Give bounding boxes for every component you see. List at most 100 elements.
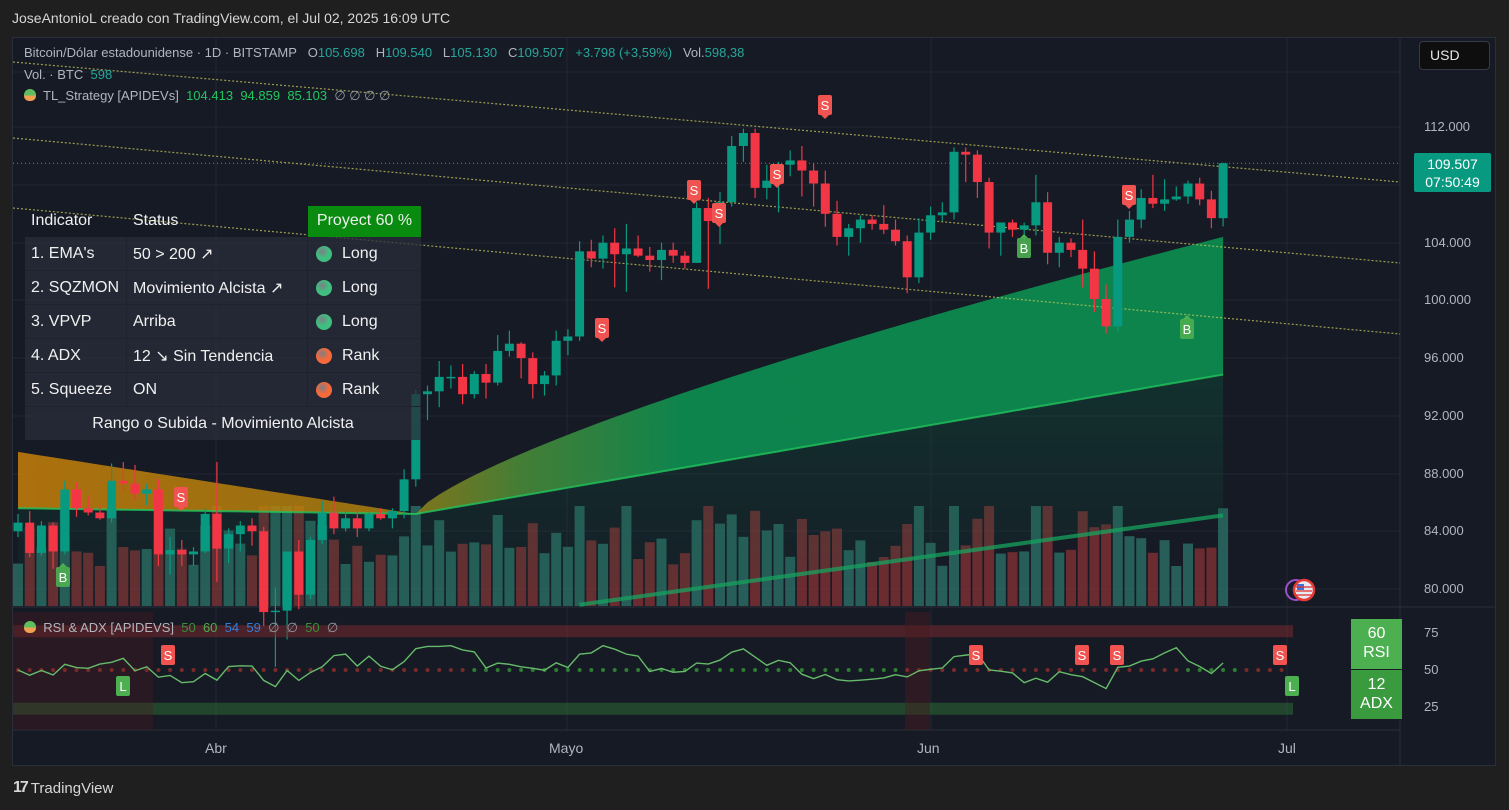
price-tick: 88.000 [1424, 466, 1464, 481]
tradingview-brand: TradingView [30, 779, 114, 797]
date-tick: Abr [205, 740, 227, 756]
signal-label: Rank [342, 346, 380, 364]
indicator-signal: Rank [308, 347, 421, 365]
svg-text:B: B [1183, 322, 1192, 337]
strategy-null-values: ∅ ∅ ∅ ∅ [334, 88, 391, 103]
change-value: +3.798 (+3,59%) [575, 45, 673, 60]
bar-countdown: 07:50:49 [1425, 174, 1480, 190]
strategy-legend-label: TL_Strategy [APIDEVs] [43, 88, 179, 103]
high-value: 109.540 [385, 45, 433, 60]
signal-markers: S B S S S S S B S B [56, 95, 1316, 602]
symbol-name: Bitcoin/Dólar estadounidense · 1D · BITS… [24, 45, 297, 60]
price-tick: 92.000 [1424, 408, 1464, 423]
candlesticks [13, 128, 1228, 667]
signal-label: Long [342, 244, 378, 262]
strategy-value-3: 85.103 [287, 88, 328, 103]
indicator-signal: Long [308, 245, 421, 263]
rsi-value-2: 60 [202, 620, 218, 635]
svg-text:S: S [1125, 188, 1134, 203]
signal-label: Long [342, 278, 378, 296]
tradingview-logo[interactable]: 17 TradingView [13, 779, 113, 797]
rsi-tick: 75 [1424, 625, 1439, 640]
rsi-value-4: 59 [246, 620, 261, 635]
svg-text:B: B [59, 570, 68, 585]
rsi-legend[interactable]: RSI & ADX [APIDEVS] 50 60 54 59 ∅ ∅ 50 ∅ [24, 620, 338, 636]
svg-text:L: L [1288, 679, 1295, 694]
rsi-value-1: 50 [181, 620, 196, 635]
vol-value: 598,38 [704, 45, 745, 60]
rsi-null-1: ∅ [268, 620, 280, 635]
indicator-signal: Long [308, 313, 421, 331]
indicator-name: 1. EMA's [25, 237, 127, 270]
indicator-status: Movimiento Alcista ↗ [127, 271, 308, 304]
symbol-legend[interactable]: Bitcoin/Dólar estadounidense · 1D · BITS… [24, 45, 744, 60]
price-tick: 84.000 [1424, 523, 1464, 538]
high-label: H [375, 45, 386, 60]
rsi-legend-label: RSI & ADX [APIDEVS] [43, 620, 175, 635]
rsi-badge-label: RSI [1363, 644, 1390, 661]
table-row: 5. Squeeze ON Rank [25, 373, 421, 407]
svg-text:B: B [1020, 241, 1029, 256]
svg-text:S: S [972, 648, 981, 663]
strategy-value-1: 104.413 [186, 88, 234, 103]
svg-text:S: S [1078, 648, 1087, 663]
indicator-table: Indicator Status Proyect 60 % 1. EMA's 5… [25, 205, 421, 440]
indicator-status: 12 ↘ Sin Tendencia [127, 339, 308, 372]
low-label: L [442, 45, 451, 60]
svg-text:S: S [1276, 648, 1285, 663]
svg-text:S: S [164, 648, 173, 663]
frog-icon [24, 621, 36, 633]
table-row: 3. VPVP Arriba Long [25, 305, 421, 339]
trend-lines [12, 61, 1401, 335]
volume-legend-label: Vol. · BTC [24, 67, 84, 82]
status-dot-icon [316, 347, 332, 364]
indicator-name: 4. ADX [25, 339, 127, 372]
price-tick: 80.000 [1424, 581, 1464, 596]
indicator-status: Arriba [127, 305, 308, 338]
price-tick: 100.000 [1424, 292, 1471, 307]
svg-text:S: S [1113, 648, 1122, 663]
strategy-legend[interactable]: TL_Strategy [APIDEVs] 104.413 94.859 85.… [24, 88, 390, 104]
table-row: 1. EMA's 50 > 200 ↗ Long [25, 237, 421, 271]
svg-text:S: S [821, 98, 830, 113]
volume-legend-value: 598 [90, 67, 113, 82]
svg-text:S: S [773, 167, 782, 182]
last-price-tag: 109.507 07:50:49 [1414, 153, 1491, 192]
open-value: 105.698 [317, 45, 365, 60]
rsi-tick: 50 [1424, 662, 1439, 677]
status-dot-icon [316, 279, 332, 296]
date-tick: Jul [1278, 740, 1296, 756]
adx-value-badge: 12 ADX [1351, 670, 1402, 719]
projection-badge: Proyect 60 % [308, 205, 421, 237]
indicator-name: 3. VPVP [25, 305, 127, 338]
indicator-name: 5. Squeeze [25, 373, 127, 406]
date-tick: Jun [917, 740, 940, 756]
svg-text:S: S [598, 321, 607, 336]
status-dot-icon [316, 313, 332, 330]
indicator-status: ON [127, 373, 308, 406]
price-tick: 96.000 [1424, 350, 1464, 365]
attribution-text: JoseAntonioL creado con TradingView.com,… [12, 10, 451, 26]
rsi-value-3: 54 [224, 620, 240, 635]
table-row: 4. ADX 12 ↘ Sin Tendencia Rank [25, 339, 421, 373]
price-tick: 104.000 [1424, 235, 1471, 250]
table-footer: Rango o Subida - Movimiento Alcista [25, 407, 421, 440]
rsi-value-5: 50 [305, 620, 320, 635]
strategy-value-2: 94.859 [240, 88, 281, 103]
rsi-tick: 25 [1424, 699, 1439, 714]
svg-text:S: S [715, 206, 724, 221]
indicator-status: 50 > 200 ↗ [127, 237, 308, 270]
header-status: Status [133, 212, 179, 229]
volume-legend[interactable]: Vol. · BTC 598 [24, 67, 112, 82]
table-header: Indicator Status Proyect 60 % [25, 205, 421, 237]
header-indicator: Indicator [31, 212, 93, 229]
currency-button[interactable]: USD [1419, 41, 1490, 70]
indicator-signal: Rank [308, 381, 421, 399]
svg-text:S: S [177, 490, 186, 505]
rsi-value-badge: 60 RSI [1351, 619, 1402, 669]
open-label: O [307, 45, 318, 60]
frog-icon [24, 89, 36, 101]
low-value: 105.130 [450, 45, 498, 60]
status-dot-icon [316, 245, 332, 262]
